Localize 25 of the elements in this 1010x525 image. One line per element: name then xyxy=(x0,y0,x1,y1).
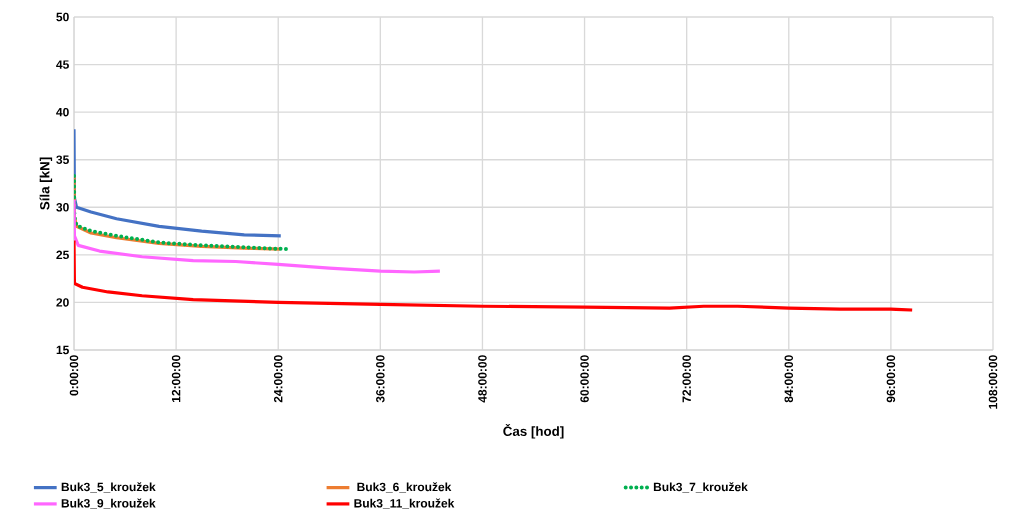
x-tick-label: 36:00:00 xyxy=(376,355,385,403)
x-tick-label: 12:00:00 xyxy=(171,355,181,402)
x-tick-label: 0:00:00 xyxy=(69,355,79,396)
x-tick-label: 72:00:00 xyxy=(682,355,691,403)
x-tick-label: 24:00:00 xyxy=(273,355,283,403)
x-tick-label: 96:00:00 xyxy=(886,355,896,403)
x-tick-label: 108:00:00 xyxy=(988,355,998,409)
x-tick-label: 48:00:00 xyxy=(478,355,487,403)
y-tick-label: 30 xyxy=(56,203,69,212)
legend-label: Buk3_6_kroužek xyxy=(357,482,452,493)
y-tick-label: 40 xyxy=(56,107,69,117)
y-tick-label: 50 xyxy=(56,12,69,22)
legend-label: Buk3_11_kroužek xyxy=(354,498,455,509)
y-axis-title: Síla [kN] xyxy=(39,157,53,210)
x-axis-title: Čas [hod] xyxy=(503,423,564,439)
y-tick-label: 25 xyxy=(56,250,69,260)
x-tick-label: 84:00:00 xyxy=(784,355,794,403)
y-tick-label: 35 xyxy=(56,155,69,164)
legend-label: Buk3_5_kroužek xyxy=(61,482,156,493)
y-tick-label: 45 xyxy=(56,60,69,69)
legend-label: Buk3_7_kroužek xyxy=(653,482,748,493)
y-tick-label: 15 xyxy=(56,345,69,355)
x-tick-label: 60:00:00 xyxy=(580,355,589,403)
y-tick-label: 20 xyxy=(56,298,69,307)
legend-label: Buk3_9_kroužek xyxy=(61,498,156,509)
